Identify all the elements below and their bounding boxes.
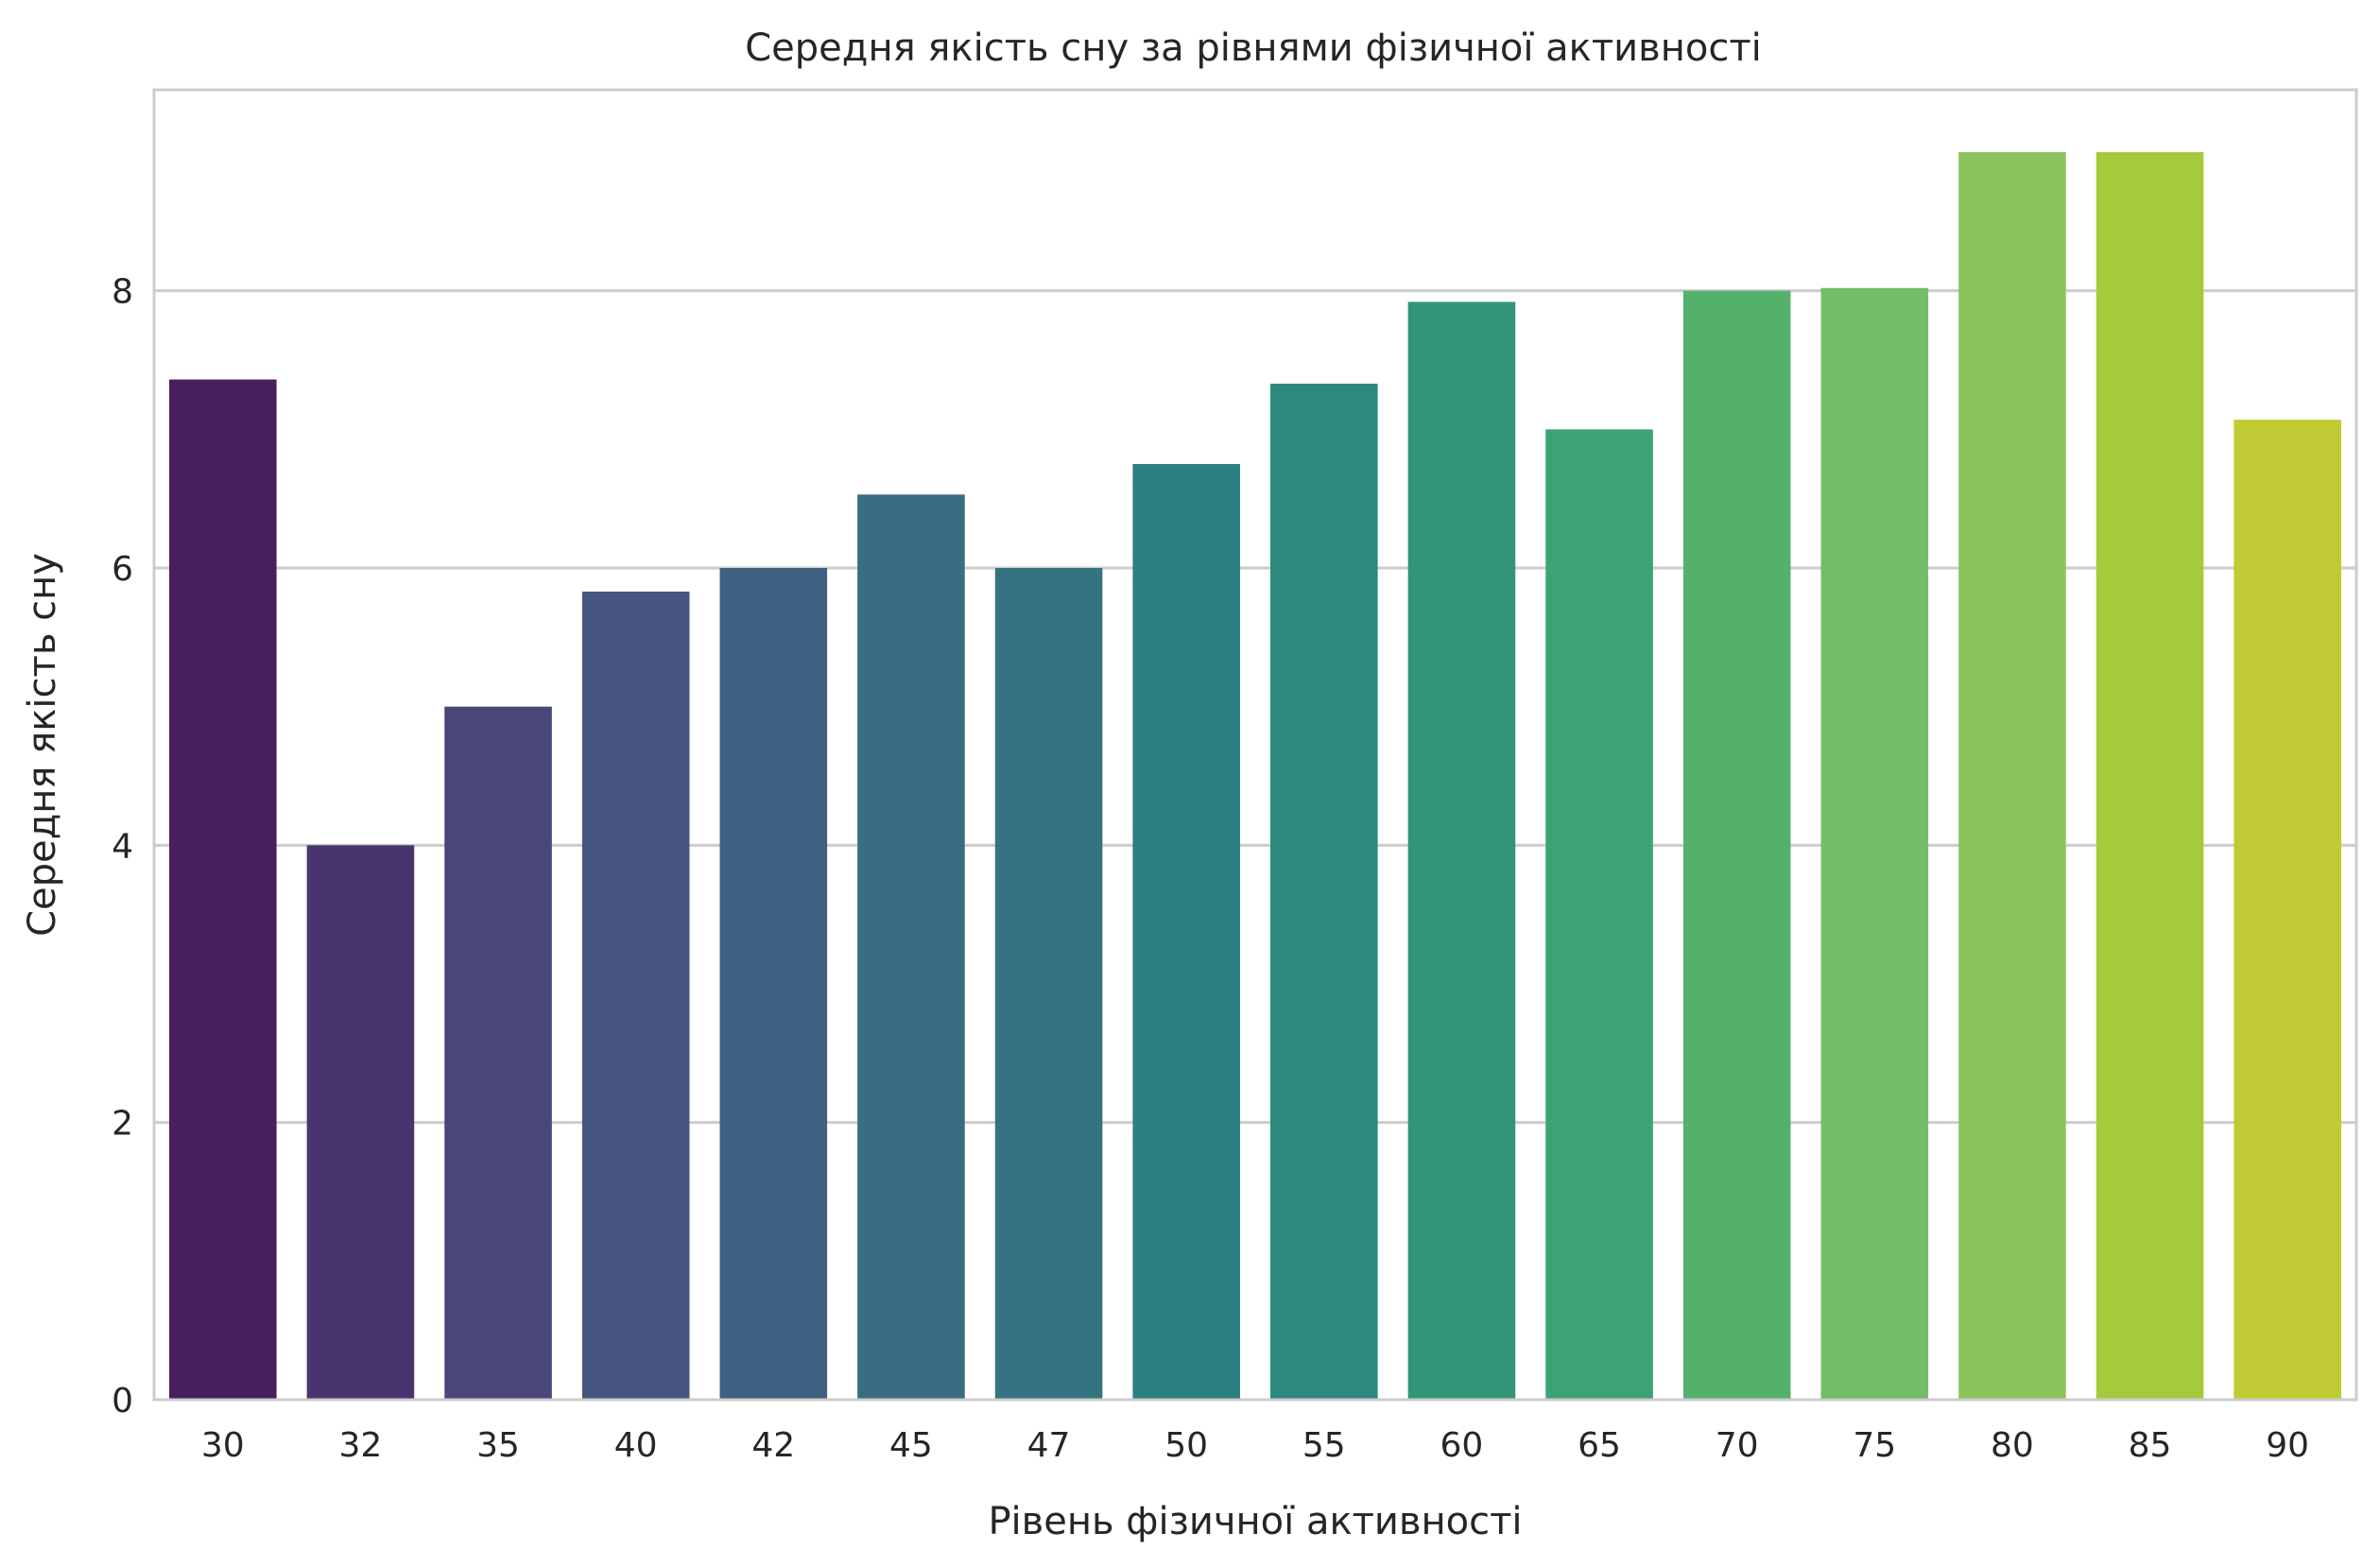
y-tick-label: 6 [112, 550, 133, 589]
y-axis-label: Середня якість сну [21, 553, 64, 937]
y-axis-ticks: 0 2 4 6 8 [112, 273, 133, 1421]
bar-60 [1407, 301, 1516, 1400]
bar-30 [169, 379, 277, 1400]
x-axis-label: Рівень фізичної активності [988, 1500, 1522, 1543]
x-tick-label: 47 [1027, 1426, 1071, 1465]
bar-35 [444, 706, 552, 1400]
bars [169, 152, 2341, 1401]
x-tick-label: 80 [1991, 1426, 2034, 1465]
bar-47 [994, 568, 1103, 1400]
bar-45 [857, 494, 965, 1400]
y-tick-label: 4 [112, 827, 133, 866]
x-tick-label: 35 [476, 1426, 520, 1465]
bar-90 [2233, 420, 2341, 1401]
plot-frame [152, 88, 2358, 1402]
x-tick-label: 60 [1440, 1426, 1484, 1465]
x-tick-label: 50 [1164, 1426, 1208, 1465]
x-tick-label: 40 [614, 1426, 658, 1465]
bar-80 [1958, 152, 2066, 1400]
bar-32 [306, 845, 415, 1400]
x-tick-label: 45 [889, 1426, 933, 1465]
x-tick-label: 65 [1578, 1426, 1621, 1465]
x-tick-label: 70 [1716, 1426, 1759, 1465]
bar-55 [1270, 383, 1378, 1400]
x-tick-label: 85 [2129, 1426, 2172, 1465]
y-tick-label: 0 [112, 1382, 133, 1421]
y-tick-label: 2 [112, 1105, 133, 1144]
bar-65 [1545, 429, 1653, 1400]
bar-75 [1820, 287, 1929, 1400]
bar-42 [719, 568, 828, 1400]
x-tick-label: 42 [751, 1426, 795, 1465]
bar-50 [1132, 464, 1240, 1400]
x-tick-label: 90 [2266, 1426, 2309, 1465]
x-tick-label: 32 [339, 1426, 383, 1465]
x-axis-ticks: 30 32 35 40 42 45 47 50 55 60 65 70 75 80 85 90 [201, 1426, 2309, 1465]
x-tick-label: 75 [1853, 1426, 1896, 1465]
x-tick-label: 30 [201, 1426, 245, 1465]
chart-title: Середня якість сну за рівнями фізичної а… [745, 26, 1762, 70]
x-tick-label: 55 [1302, 1426, 1346, 1465]
bar-40 [581, 591, 690, 1400]
y-tick-label: 8 [112, 273, 133, 312]
bar-70 [1682, 290, 1791, 1401]
bar-85 [2095, 152, 2204, 1400]
